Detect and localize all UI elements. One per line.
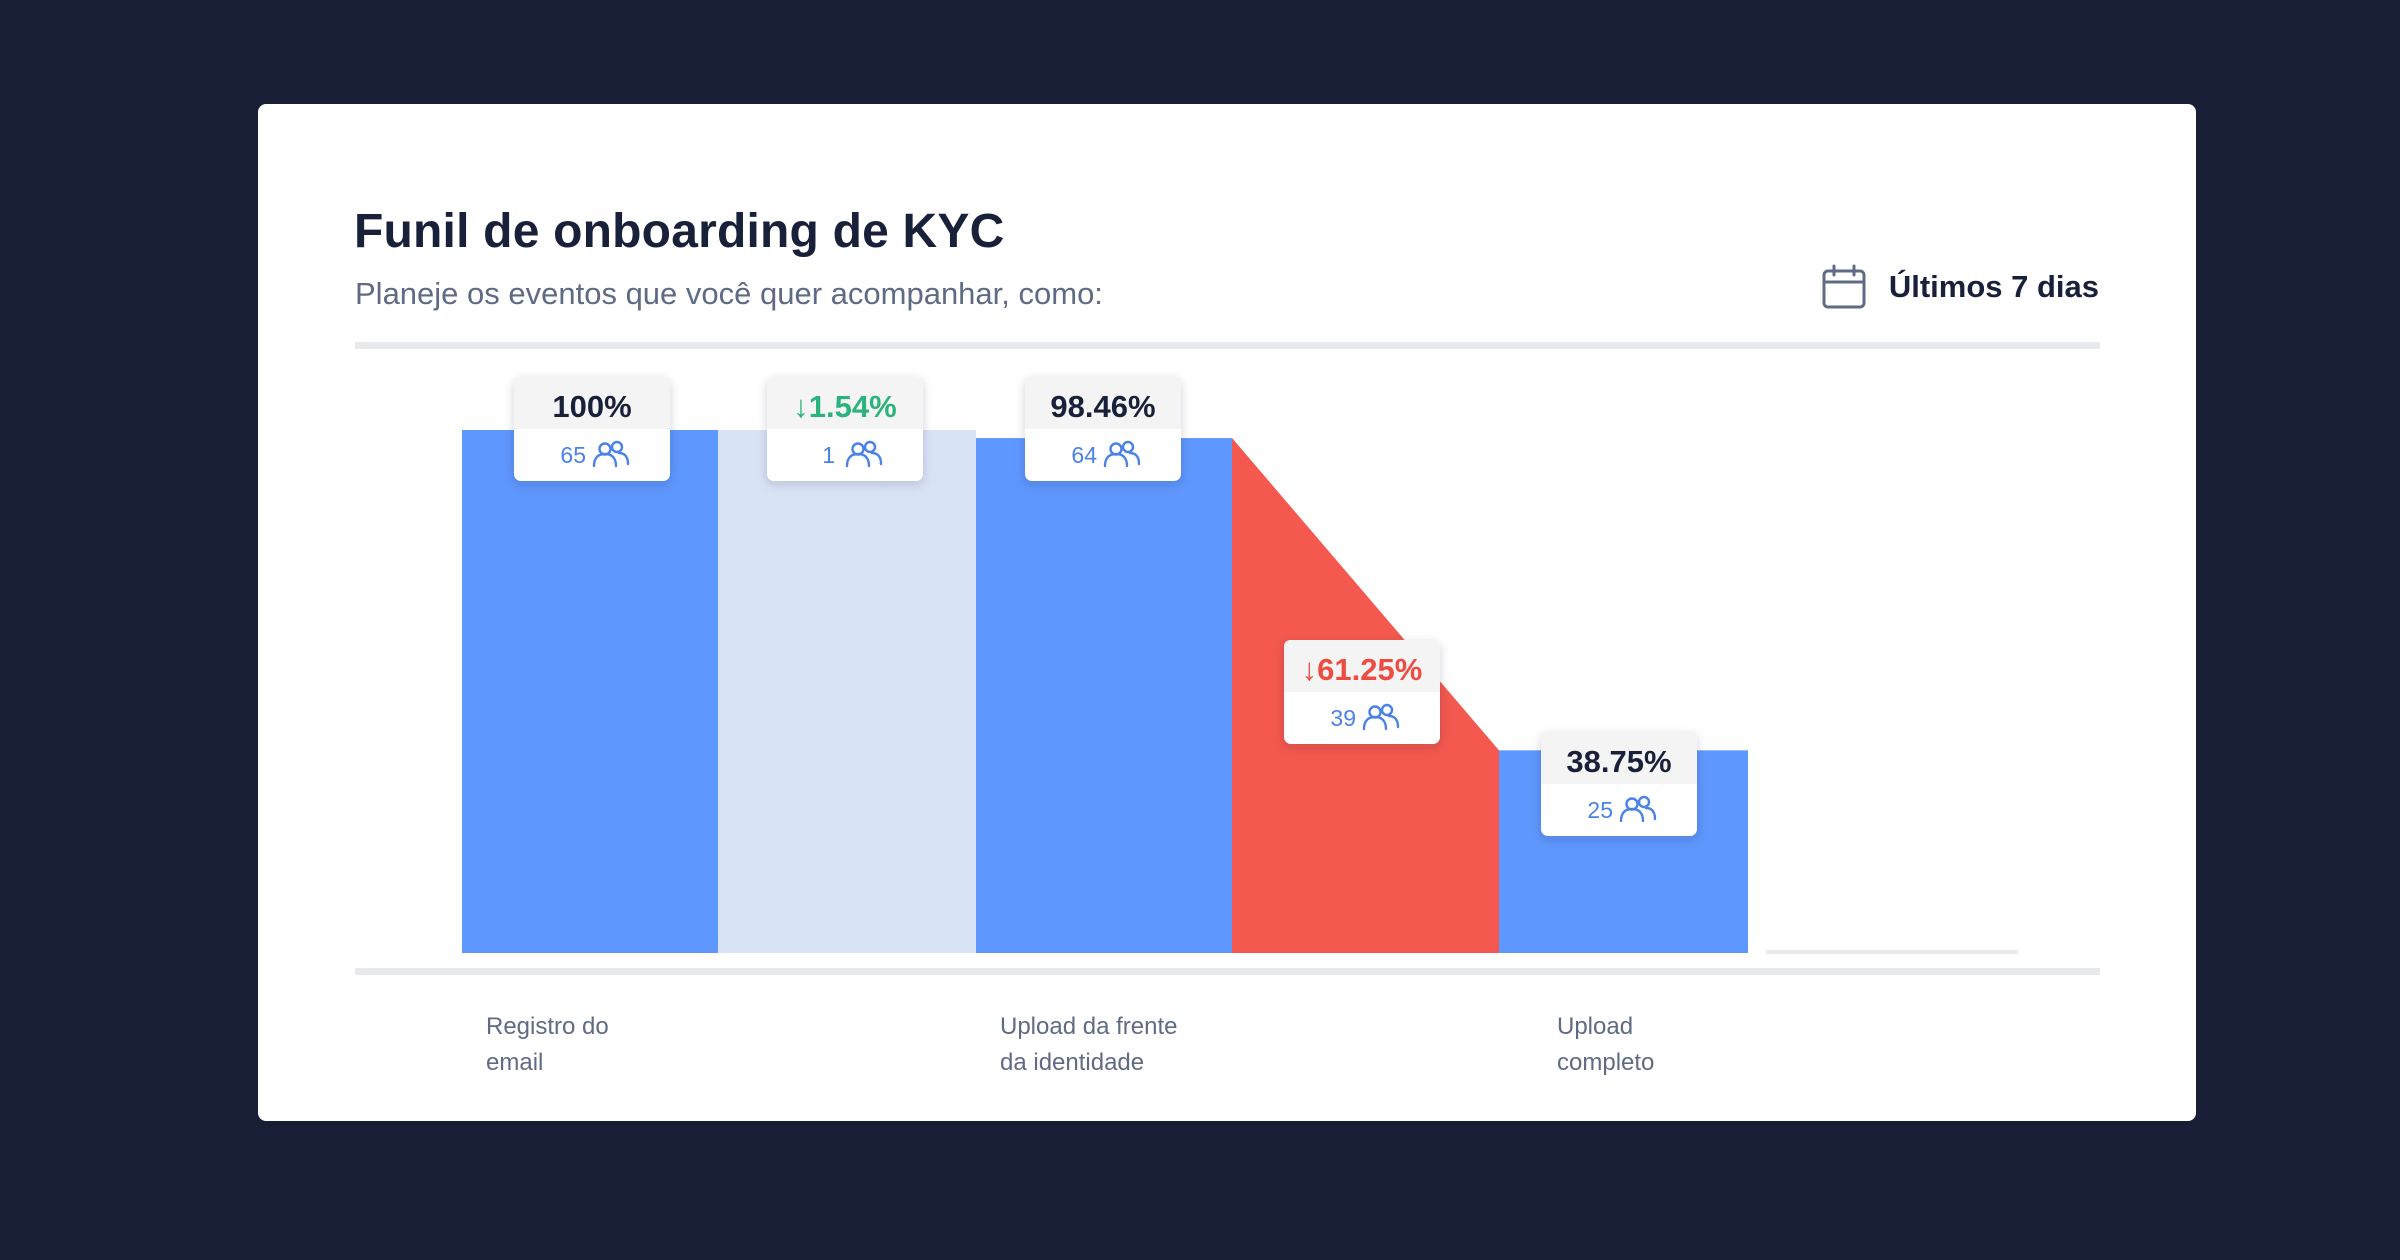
empty-slot-line [1766, 950, 2018, 954]
dropoff-bar [718, 430, 976, 953]
x-category-label: email [486, 1049, 543, 1076]
funnel-step-bar [462, 430, 718, 953]
users-icon [1103, 440, 1141, 468]
dropoff-label: ↓1.54% 1 [767, 377, 923, 481]
label-header [1284, 640, 1440, 692]
chart-subtitle: Planeje os eventos que você quer acompan… [355, 276, 1103, 311]
users-icon [1362, 703, 1400, 731]
step-users-count: 25 [1587, 797, 1613, 823]
label-header [767, 377, 923, 429]
calendar-icon [1821, 264, 1867, 310]
step-users-count: 64 [1071, 442, 1097, 468]
dropoff-percent-label: ↓61.25% [1302, 652, 1423, 687]
step-percent-label: 100% [552, 389, 631, 424]
label-header [514, 377, 670, 429]
step-label: 38.75% 25 [1541, 732, 1697, 836]
step-label: 98.46% 64 [1025, 377, 1181, 481]
users-icon [1619, 795, 1657, 823]
x-category-label: da identidade [1000, 1049, 1144, 1076]
x-axis-line [355, 968, 2100, 975]
x-category-label: Registro do [486, 1013, 609, 1040]
label-header [1025, 377, 1181, 429]
users-icon [592, 440, 630, 468]
dropoff-percent-label: ↓1.54% [793, 389, 896, 424]
date-range-selector[interactable]: Últimos 7 dias [1821, 260, 2099, 314]
x-category-label: Upload [1557, 1013, 1633, 1040]
x-category-label: completo [1557, 1049, 1654, 1076]
chart-title: Funil de onboarding de KYC [354, 205, 1005, 258]
date-range-label: Últimos 7 dias [1888, 269, 2099, 304]
step-percent-label: 98.46% [1050, 389, 1155, 424]
top-divider [355, 342, 2100, 349]
dropoff-users-count: 39 [1330, 705, 1356, 731]
step-label: 100% 65 [514, 377, 670, 481]
users-icon [845, 440, 883, 468]
step-users-count: 65 [560, 442, 586, 468]
step-percent-label: 38.75% [1566, 744, 1671, 779]
funnel-step-bar [976, 438, 1232, 953]
x-category-label: Upload da frente [1000, 1013, 1177, 1040]
label-header [1541, 732, 1697, 784]
dropoff-label: ↓61.25% 39 [1284, 640, 1440, 744]
dropoff-users-count: 1 [822, 442, 835, 468]
